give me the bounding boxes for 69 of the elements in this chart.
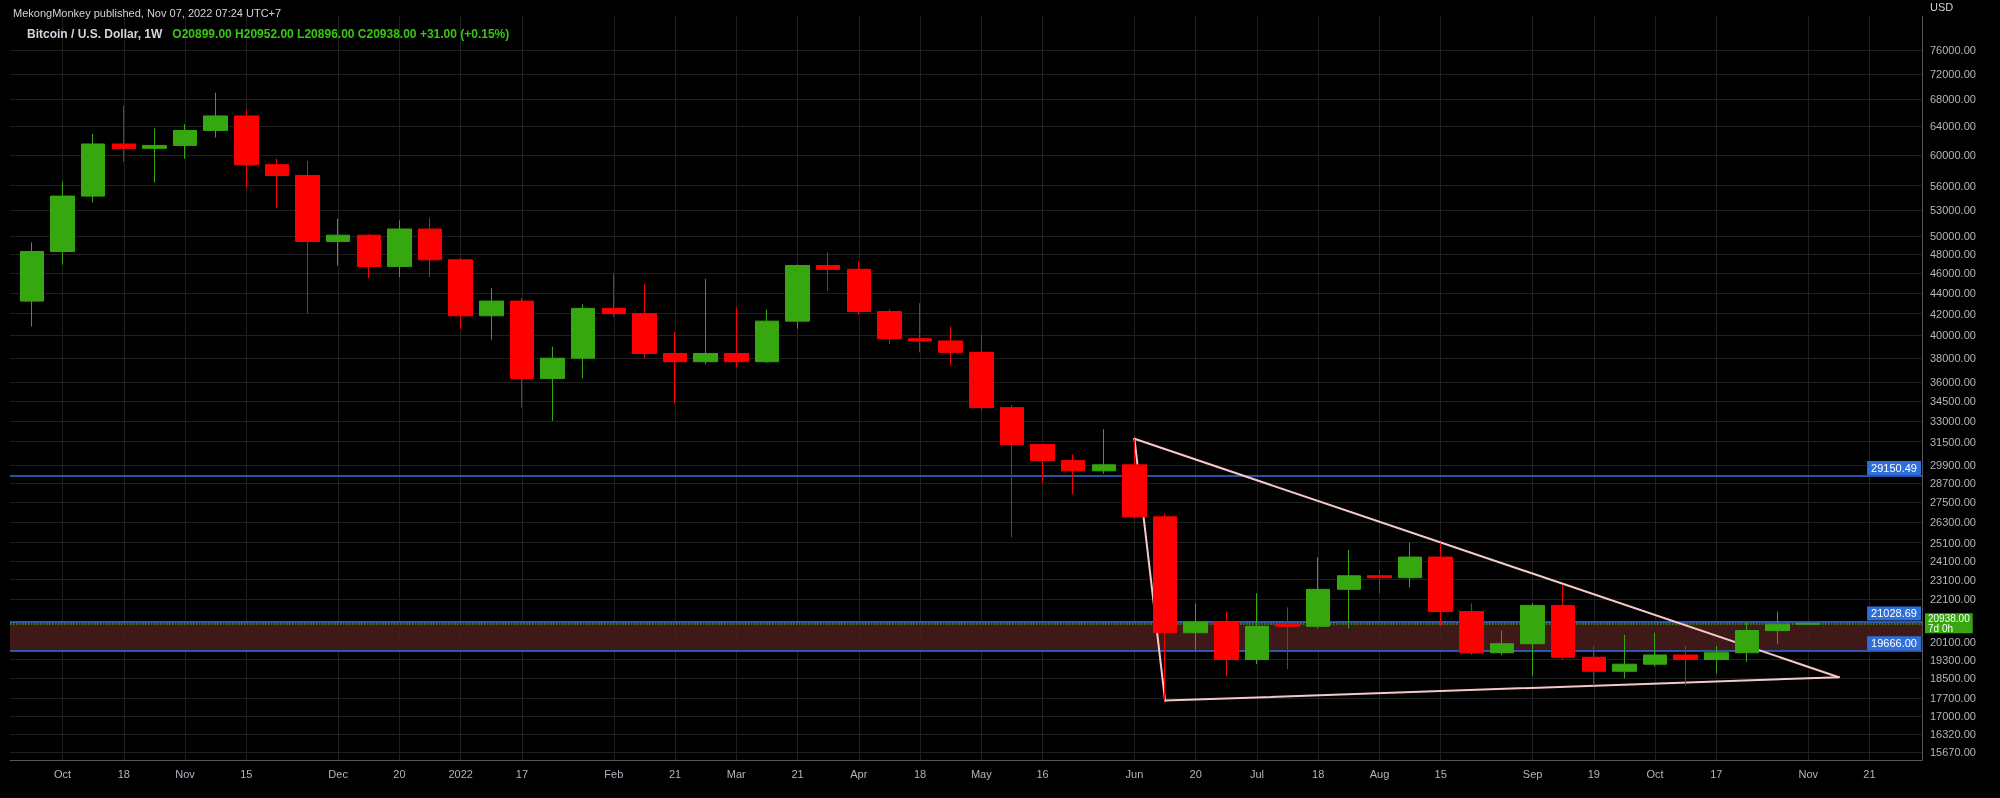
- x-tick-label: Apr: [850, 767, 868, 780]
- x-tick-label: 21: [1863, 767, 1876, 780]
- x-tick-label: 19: [1587, 767, 1600, 780]
- y-tick-label: 42000.00: [1930, 307, 1976, 320]
- x-tick-label: Dec: [328, 767, 349, 780]
- y-tick-label: 24100.00: [1930, 554, 1976, 567]
- y-tick-label: 72000.00: [1930, 67, 1976, 80]
- text: Bitcoin / U.S. Dollar, 1W: [27, 27, 164, 41]
- y-tick-label: 34500.00: [1930, 395, 1976, 408]
- ref-line-label: 21028.69: [1871, 607, 1917, 620]
- y-tick-label: 27500.00: [1930, 496, 1976, 509]
- x-tick-label: 15: [240, 767, 253, 780]
- y-tick-label: 16320.00: [1930, 728, 1976, 741]
- x-tick-label: 17: [515, 767, 529, 780]
- y-tick-label: 29900.00: [1930, 458, 1976, 471]
- y-tick-label: 38000.00: [1930, 352, 1976, 365]
- y-tick-label: 26300.00: [1930, 515, 1976, 528]
- x-tick-label: Nov: [175, 767, 196, 780]
- y-tick-label: 22100.00: [1930, 593, 1976, 606]
- y-tick-label: 56000.00: [1930, 179, 1976, 192]
- x-tick-label: Jul: [1249, 767, 1264, 780]
- y-tick-label: 17000.00: [1930, 710, 1976, 723]
- x-tick-label: 18: [1312, 767, 1325, 780]
- x-tick-label: 20: [393, 767, 406, 780]
- y-tick-label: 44000.00: [1930, 286, 1976, 299]
- x-tick-label: Oct: [53, 767, 72, 780]
- x-tick-label: 21: [791, 767, 804, 780]
- x-tick-label: Feb: [604, 767, 624, 780]
- x-tick-label: Sep: [1522, 767, 1543, 780]
- x-tick-label: 17: [1710, 767, 1723, 780]
- y-tick-label: 19300.00: [1930, 653, 1976, 666]
- y-tick-label: 60000.00: [1930, 148, 1976, 161]
- y-tick-label: 17700.00: [1930, 692, 1976, 705]
- y-tick-label: 40000.00: [1930, 329, 1976, 342]
- y-tick-label: 28700.00: [1930, 477, 1976, 490]
- y-tick-label: 53000.00: [1930, 204, 1976, 217]
- ref-line-label: 20938.00 7d 0h: [1928, 612, 1971, 634]
- y-tick-label: 46000.00: [1930, 267, 1976, 280]
- y-axis-title: USD: [1930, 0, 1954, 13]
- x-tick-label: May: [970, 767, 993, 780]
- y-tick-label: 33000.00: [1930, 414, 1976, 427]
- x-tick-label: Oct: [1646, 767, 1664, 780]
- y-tick-label: 76000.00: [1930, 43, 1976, 56]
- x-tick-label: 18: [913, 767, 927, 780]
- y-tick-label: 25100.00: [1930, 536, 1976, 549]
- y-tick-label: 36000.00: [1930, 376, 1976, 389]
- y-tick-label: 20100.00: [1930, 635, 1976, 648]
- y-tick-label: 68000.00: [1930, 93, 1976, 106]
- x-tick-label: 20: [1189, 767, 1202, 780]
- x-tick-label: Nov: [1798, 767, 1819, 780]
- x-tick-label: 15: [1434, 767, 1447, 780]
- y-tick-label: 23100.00: [1930, 573, 1976, 586]
- ref-line-label: 29150.49: [1871, 462, 1917, 475]
- x-tick-label: Mar: [726, 767, 747, 780]
- annotation: MekongMonkey published, Nov 07, 2022 07:24 UTC+7: [13, 6, 282, 19]
- x-tick-label: Jun: [1125, 767, 1144, 780]
- y-tick-label: 15670.00: [1930, 746, 1976, 759]
- x-tick-label: 16: [1036, 767, 1049, 780]
- y-tick-label: 64000.00: [1930, 120, 1976, 133]
- y-tick-label: 31500.00: [1930, 435, 1976, 448]
- x-tick-label: Aug: [1369, 767, 1390, 780]
- y-tick-label: 50000.00: [1930, 230, 1976, 243]
- text: O20899.00 H20952.00 L20896.00 C20938.00 +31.00 (+0.15%): [172, 27, 510, 41]
- ref-line-label: 19666.00: [1871, 637, 1917, 650]
- y-tick-label: 48000.00: [1930, 248, 1976, 261]
- x-tick-label: 2022: [448, 767, 473, 780]
- y-tick-label: 18500.00: [1930, 672, 1976, 685]
- x-tick-label: 18: [117, 767, 130, 780]
- x-tick-label: 21: [668, 767, 682, 780]
